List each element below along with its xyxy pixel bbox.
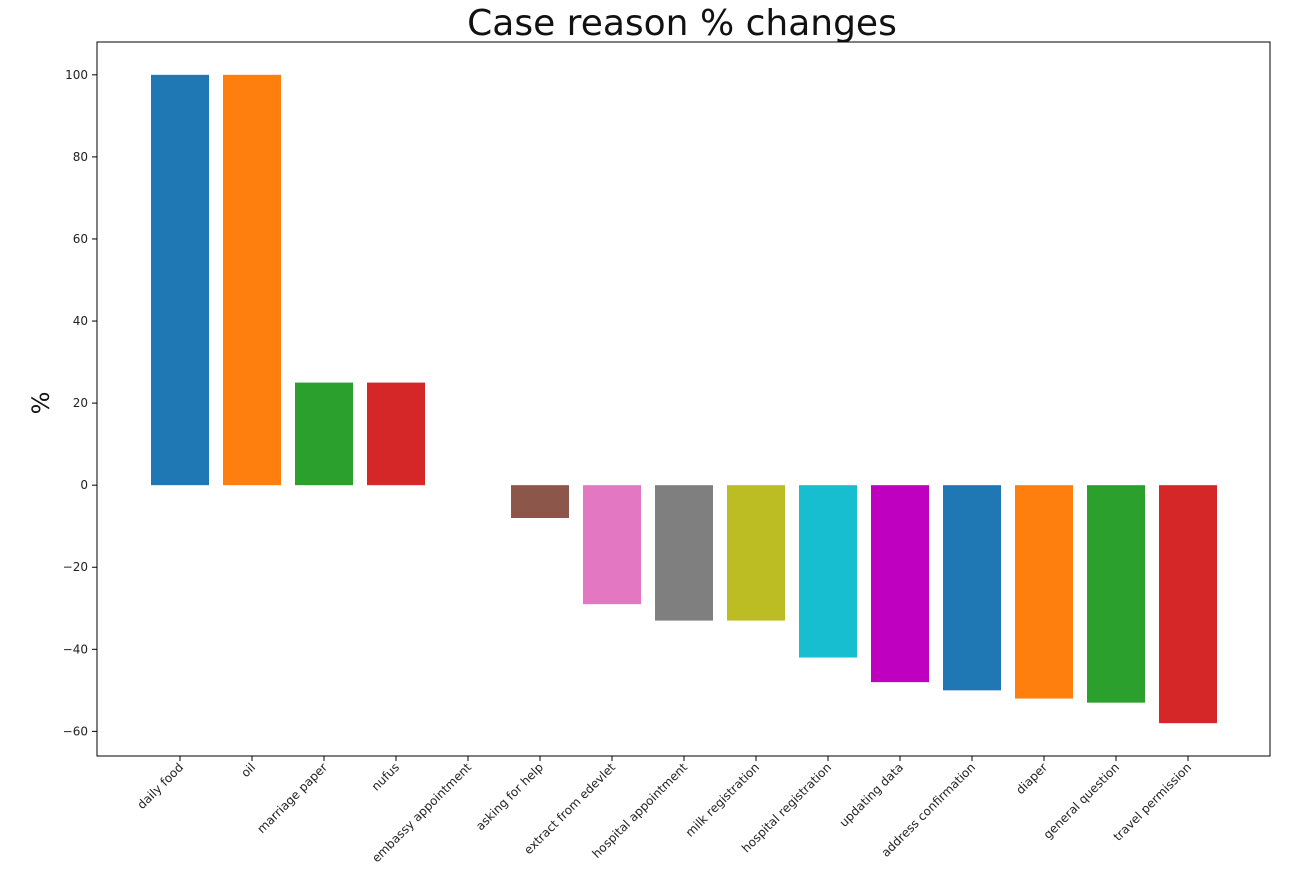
y-tick-label: 0 bbox=[80, 478, 88, 492]
y-tick-label: −40 bbox=[63, 642, 88, 656]
bars-layer bbox=[151, 74, 1217, 724]
bar-daily-food bbox=[151, 74, 209, 486]
bar-hospital-registration bbox=[799, 485, 857, 658]
y-tick-label: 60 bbox=[73, 232, 88, 246]
x-tick-label: oil bbox=[238, 760, 258, 780]
bar-extract-from-edevlet bbox=[583, 485, 641, 605]
bar-oil bbox=[223, 74, 281, 486]
chart-title: Case reason % changes bbox=[467, 3, 897, 44]
bar-updating-data bbox=[871, 485, 929, 683]
bar-travel-permission bbox=[1159, 485, 1217, 724]
x-tick-label: asking for help bbox=[473, 760, 546, 833]
bar-address-confirmation bbox=[943, 485, 1001, 691]
x-tick-label: nufus bbox=[369, 760, 402, 793]
x-tick-label: diaper bbox=[1013, 760, 1050, 797]
y-tick-label: −60 bbox=[63, 724, 88, 738]
y-axis-label: % bbox=[27, 392, 55, 415]
x-tick-label: marriage paper bbox=[254, 760, 330, 836]
y-tick-label: 80 bbox=[73, 150, 88, 164]
y-tick-label: 20 bbox=[73, 396, 88, 410]
bar-asking-for-help bbox=[511, 485, 569, 518]
bar-general-question bbox=[1087, 485, 1145, 703]
x-tick-label: daily food bbox=[134, 760, 186, 812]
x-tick-label: general question bbox=[1041, 760, 1123, 842]
x-tick-label: milk registration bbox=[683, 760, 762, 839]
y-tick-label: −20 bbox=[63, 560, 88, 574]
y-tick-label: 40 bbox=[73, 314, 88, 328]
bar-hospital-appointment bbox=[655, 485, 713, 621]
y-tick-label: 100 bbox=[65, 68, 88, 82]
plot-frame bbox=[96, 41, 1271, 757]
bar-diaper bbox=[1015, 485, 1073, 699]
y-axis-ticks: 100 80 60 40 20 0 −20 −40 −60 bbox=[63, 68, 97, 738]
x-tick-label: updating data bbox=[837, 760, 907, 830]
bar-milk-registration bbox=[727, 485, 785, 621]
bar-nufus bbox=[367, 382, 425, 486]
bar-marriage-paper bbox=[295, 382, 353, 486]
x-tick-label: travel permission bbox=[1111, 760, 1195, 844]
